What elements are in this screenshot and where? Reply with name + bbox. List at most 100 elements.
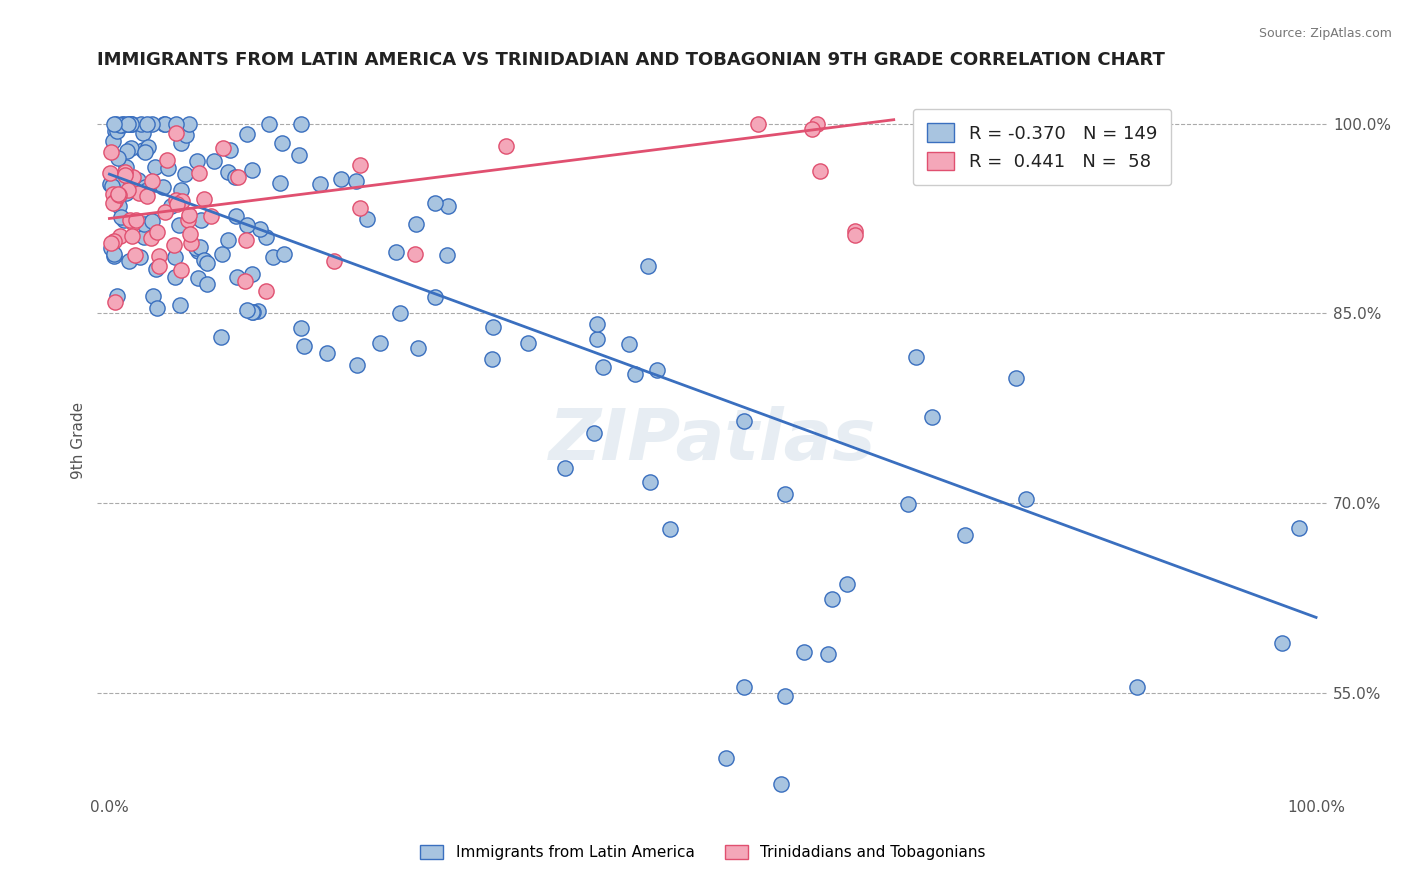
pink xyxy=(156,153,179,168)
blue xyxy=(197,277,219,292)
blue xyxy=(773,689,796,703)
blue xyxy=(211,246,233,260)
blue xyxy=(1271,636,1294,650)
blue xyxy=(249,221,271,235)
Y-axis label: 9th Grade: 9th Grade xyxy=(72,401,86,479)
blue xyxy=(153,116,176,130)
blue xyxy=(188,240,211,254)
blue xyxy=(586,332,609,346)
pink xyxy=(844,227,866,242)
pink xyxy=(235,275,257,289)
blue xyxy=(118,116,141,130)
blue xyxy=(101,134,124,148)
blue xyxy=(292,338,315,352)
blue xyxy=(1288,520,1310,534)
blue xyxy=(136,140,159,154)
pink xyxy=(103,234,125,248)
blue xyxy=(111,118,134,132)
blue xyxy=(167,218,190,232)
blue xyxy=(217,165,239,179)
pink xyxy=(747,116,769,130)
blue xyxy=(120,140,142,154)
blue xyxy=(270,136,292,151)
blue xyxy=(817,648,839,662)
pink xyxy=(180,236,202,251)
pink xyxy=(254,284,277,298)
blue xyxy=(236,303,259,318)
blue xyxy=(637,259,659,273)
blue xyxy=(315,345,337,359)
blue xyxy=(112,116,135,130)
blue xyxy=(309,177,332,191)
blue xyxy=(236,127,259,141)
blue xyxy=(121,116,143,130)
pink xyxy=(100,145,122,159)
pink xyxy=(101,186,124,201)
blue xyxy=(385,245,408,260)
pink xyxy=(139,231,162,245)
pink xyxy=(148,259,170,273)
blue xyxy=(104,116,127,130)
blue xyxy=(174,128,197,143)
blue xyxy=(714,750,737,764)
blue xyxy=(177,116,200,130)
blue xyxy=(405,218,427,232)
blue xyxy=(733,680,755,694)
blue xyxy=(246,303,269,318)
blue xyxy=(184,241,207,255)
blue xyxy=(835,577,858,591)
blue xyxy=(134,145,156,160)
blue xyxy=(145,261,167,276)
blue xyxy=(100,242,122,256)
blue xyxy=(152,180,174,194)
blue xyxy=(142,289,165,303)
blue xyxy=(1005,370,1028,384)
blue xyxy=(516,336,538,351)
blue xyxy=(242,305,264,319)
blue xyxy=(269,176,291,190)
blue xyxy=(921,410,943,425)
pink xyxy=(136,189,159,203)
blue xyxy=(170,183,193,197)
blue xyxy=(136,183,159,197)
blue xyxy=(187,271,209,285)
blue xyxy=(202,153,225,168)
pink xyxy=(124,248,146,262)
blue xyxy=(1015,492,1038,507)
pink xyxy=(226,169,249,184)
blue xyxy=(105,123,128,137)
blue xyxy=(103,249,125,263)
blue xyxy=(174,167,197,181)
blue xyxy=(659,522,682,536)
pink xyxy=(100,235,122,250)
blue xyxy=(129,250,152,264)
blue xyxy=(209,330,232,344)
pink xyxy=(122,169,145,184)
Text: IMMIGRANTS FROM LATIN AMERICA VS TRINIDADIAN AND TOBAGONIAN 9TH GRADE CORRELATIO: IMMIGRANTS FROM LATIN AMERICA VS TRINIDA… xyxy=(97,51,1166,69)
pink xyxy=(235,233,257,247)
blue xyxy=(290,116,312,130)
blue xyxy=(101,178,124,193)
blue xyxy=(143,160,166,174)
pink xyxy=(104,294,127,309)
blue xyxy=(617,337,640,351)
blue xyxy=(134,179,156,194)
blue xyxy=(155,116,177,130)
pink xyxy=(193,192,215,206)
blue xyxy=(187,244,209,259)
blue xyxy=(103,247,125,261)
blue xyxy=(107,151,129,165)
blue xyxy=(186,153,208,168)
blue xyxy=(134,230,156,244)
blue xyxy=(583,425,606,440)
blue xyxy=(733,414,755,428)
blue xyxy=(953,527,976,541)
blue xyxy=(111,116,134,130)
blue xyxy=(288,148,311,162)
blue xyxy=(193,253,215,268)
blue xyxy=(219,143,242,157)
blue xyxy=(132,143,155,157)
blue xyxy=(423,289,446,303)
pink xyxy=(146,225,169,239)
blue xyxy=(224,169,246,184)
